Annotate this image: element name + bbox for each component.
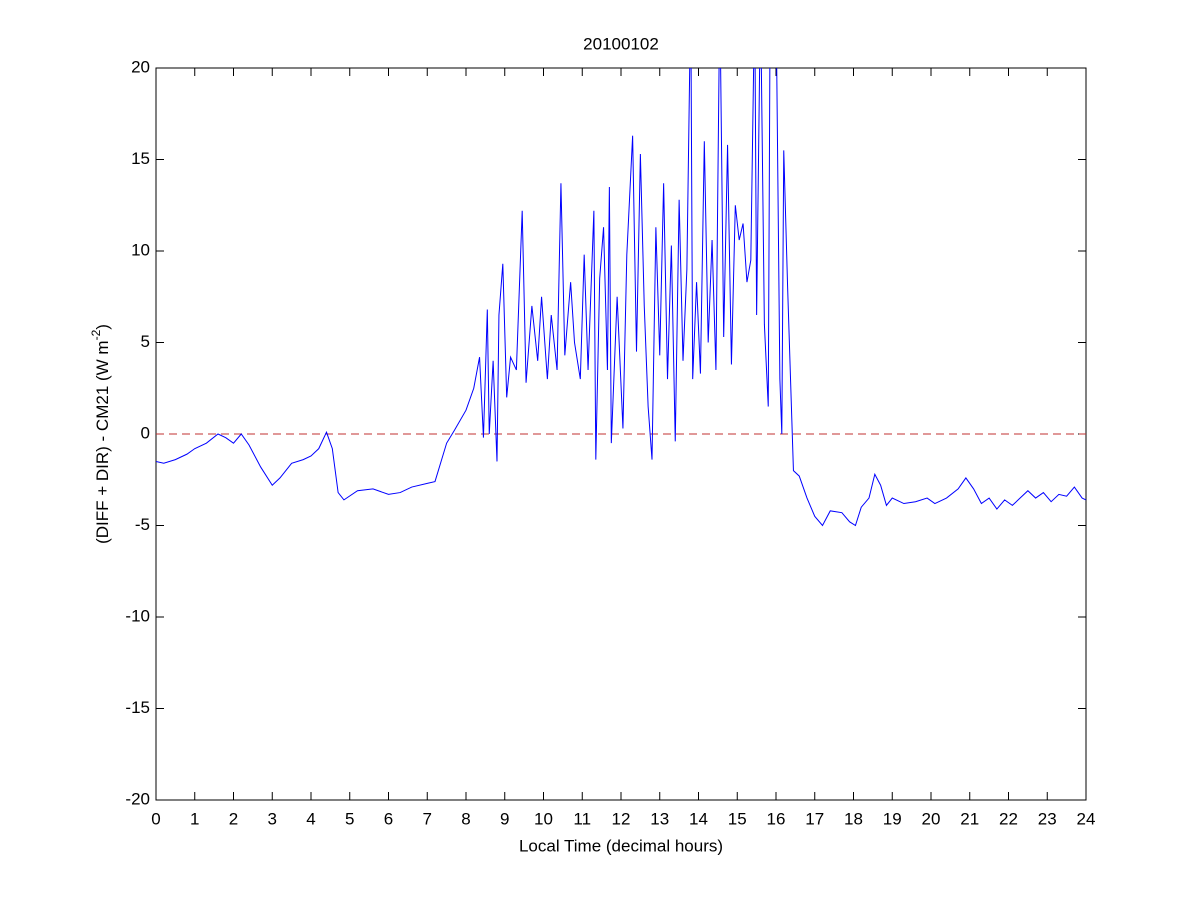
x-tick-label: 11 <box>573 809 591 828</box>
x-tick-label: 12 <box>612 809 631 828</box>
x-tick-label: 20 <box>922 809 941 828</box>
y-tick-label: -5 <box>135 515 150 534</box>
x-tick-label: 16 <box>767 809 786 828</box>
y-tick-label: 15 <box>131 149 150 168</box>
x-axis-label: Local Time (decimal hours) <box>519 836 723 855</box>
y-tick-label: 10 <box>131 240 150 259</box>
x-tick-label: 6 <box>384 809 393 828</box>
y-axis-label-main: (DIFF + DIR) - CM21 (W m <box>93 340 112 544</box>
y-axis-label-end: ) <box>93 324 112 330</box>
x-tick-label: 5 <box>345 809 354 828</box>
x-tick-label: 1 <box>190 809 199 828</box>
y-tick-label: -20 <box>125 789 150 808</box>
x-tick-label: 7 <box>423 809 432 828</box>
x-tick-label: 19 <box>883 809 902 828</box>
x-tick-label: 8 <box>461 809 470 828</box>
data-line <box>156 68 1086 527</box>
y-tick-label: -10 <box>125 606 150 625</box>
plot-area <box>155 67 1087 801</box>
y-tick-label: 5 <box>141 332 150 351</box>
x-tick-label: 14 <box>689 809 708 828</box>
x-tick-label: 21 <box>960 809 979 828</box>
x-tick-label: 9 <box>500 809 509 828</box>
x-tick-label: 2 <box>229 809 238 828</box>
x-tick-label: 13 <box>650 809 669 828</box>
x-tick-label: 4 <box>306 809 315 828</box>
x-tick-label: 3 <box>268 809 277 828</box>
x-tick-label: 17 <box>805 809 824 828</box>
y-axis-label: (DIFF + DIR) - CM21 (W m-2) <box>89 324 112 544</box>
x-tick-label: 22 <box>999 809 1018 828</box>
x-tick-label: 15 <box>728 809 747 828</box>
x-tick-label: 24 <box>1077 809 1096 828</box>
chart-title: 20100102 <box>583 34 659 53</box>
x-tick-label: 23 <box>1038 809 1057 828</box>
x-tick-label: 10 <box>534 809 553 828</box>
y-axis-label-sup: -2 <box>89 329 103 340</box>
x-tick-label: 18 <box>844 809 863 828</box>
y-tick-label: 20 <box>131 57 150 76</box>
y-tick-label: 0 <box>141 423 150 442</box>
y-tick-label: -15 <box>125 698 150 717</box>
x-tick-label: 0 <box>151 809 160 828</box>
